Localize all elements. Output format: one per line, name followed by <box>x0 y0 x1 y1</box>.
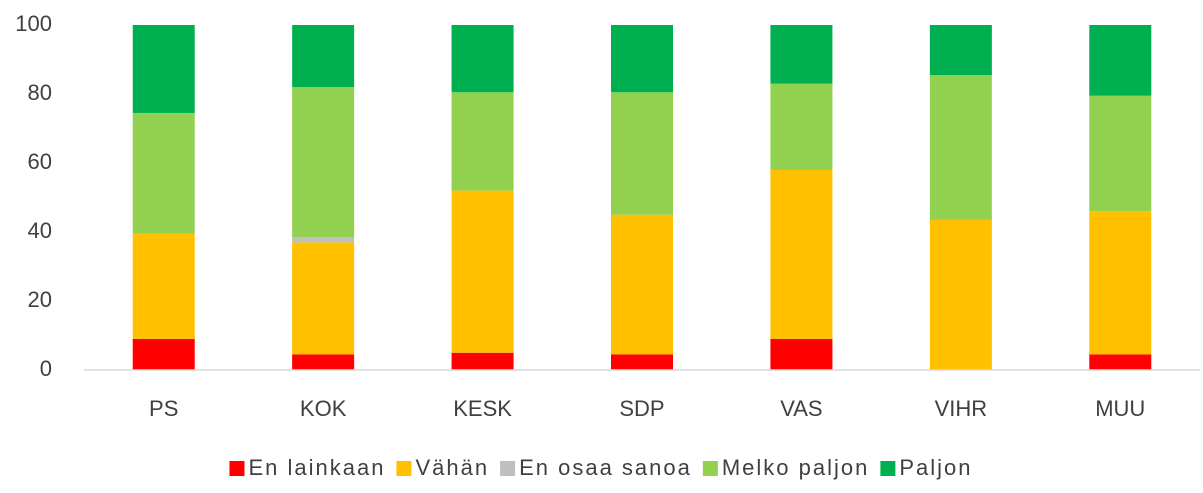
legend-swatch <box>702 461 718 476</box>
bar-segment <box>292 354 355 370</box>
x-tick-label: VAS <box>780 396 822 421</box>
bar-segment <box>1089 211 1152 355</box>
bar-segment <box>929 25 992 76</box>
legend-label: En lainkaan <box>248 455 385 480</box>
x-tick-label: SDP <box>619 396 664 421</box>
bar-segment <box>1089 95 1152 212</box>
bar-segment <box>1089 25 1152 96</box>
bar-segment <box>292 242 355 355</box>
bar-segment <box>770 338 833 370</box>
bar-segment <box>451 352 514 370</box>
bar-segment <box>611 92 673 215</box>
x-tick-label: KOK <box>300 396 347 421</box>
bar-segment <box>611 25 673 93</box>
y-tick-label: 60 <box>28 149 52 174</box>
legend-swatch <box>500 461 516 476</box>
y-tick-label: 100 <box>15 11 52 36</box>
legend-swatch <box>880 461 896 476</box>
legend-label: Paljon <box>899 455 972 480</box>
bar-segment <box>929 219 992 370</box>
bar-segment <box>451 190 514 353</box>
y-tick-label: 0 <box>40 356 52 381</box>
x-tick-label: PS <box>149 396 178 421</box>
x-tick-label: KESK <box>453 396 512 421</box>
legend-label: En osaa sanoa <box>519 455 692 480</box>
legend-label: Melko paljon <box>722 455 870 480</box>
bar-segment <box>611 214 673 355</box>
legend-swatch <box>396 461 412 476</box>
legend-label: Vähän <box>415 455 489 480</box>
bar-segment <box>132 233 195 339</box>
bar-segment <box>770 25 833 84</box>
bar-segment <box>770 169 833 339</box>
legend-swatch <box>229 461 245 476</box>
bar-segment <box>132 112 195 234</box>
bar-segment <box>451 25 514 93</box>
x-tick-label: VIHR <box>935 396 988 421</box>
bar-segment <box>929 75 992 220</box>
y-tick-label: 80 <box>28 80 52 105</box>
bar-segment <box>292 25 355 88</box>
bar-segment <box>292 237 355 243</box>
bar-segment <box>611 354 673 370</box>
bar-segment <box>292 87 355 238</box>
bar-segment <box>1089 354 1152 370</box>
bar-segment <box>132 338 195 370</box>
y-tick-label: 20 <box>28 287 52 312</box>
y-tick-label: 40 <box>28 218 52 243</box>
bar-segment <box>451 92 514 191</box>
x-tick-label: MUU <box>1095 396 1145 421</box>
bar-segment <box>770 83 833 170</box>
bar-segment <box>132 25 195 113</box>
